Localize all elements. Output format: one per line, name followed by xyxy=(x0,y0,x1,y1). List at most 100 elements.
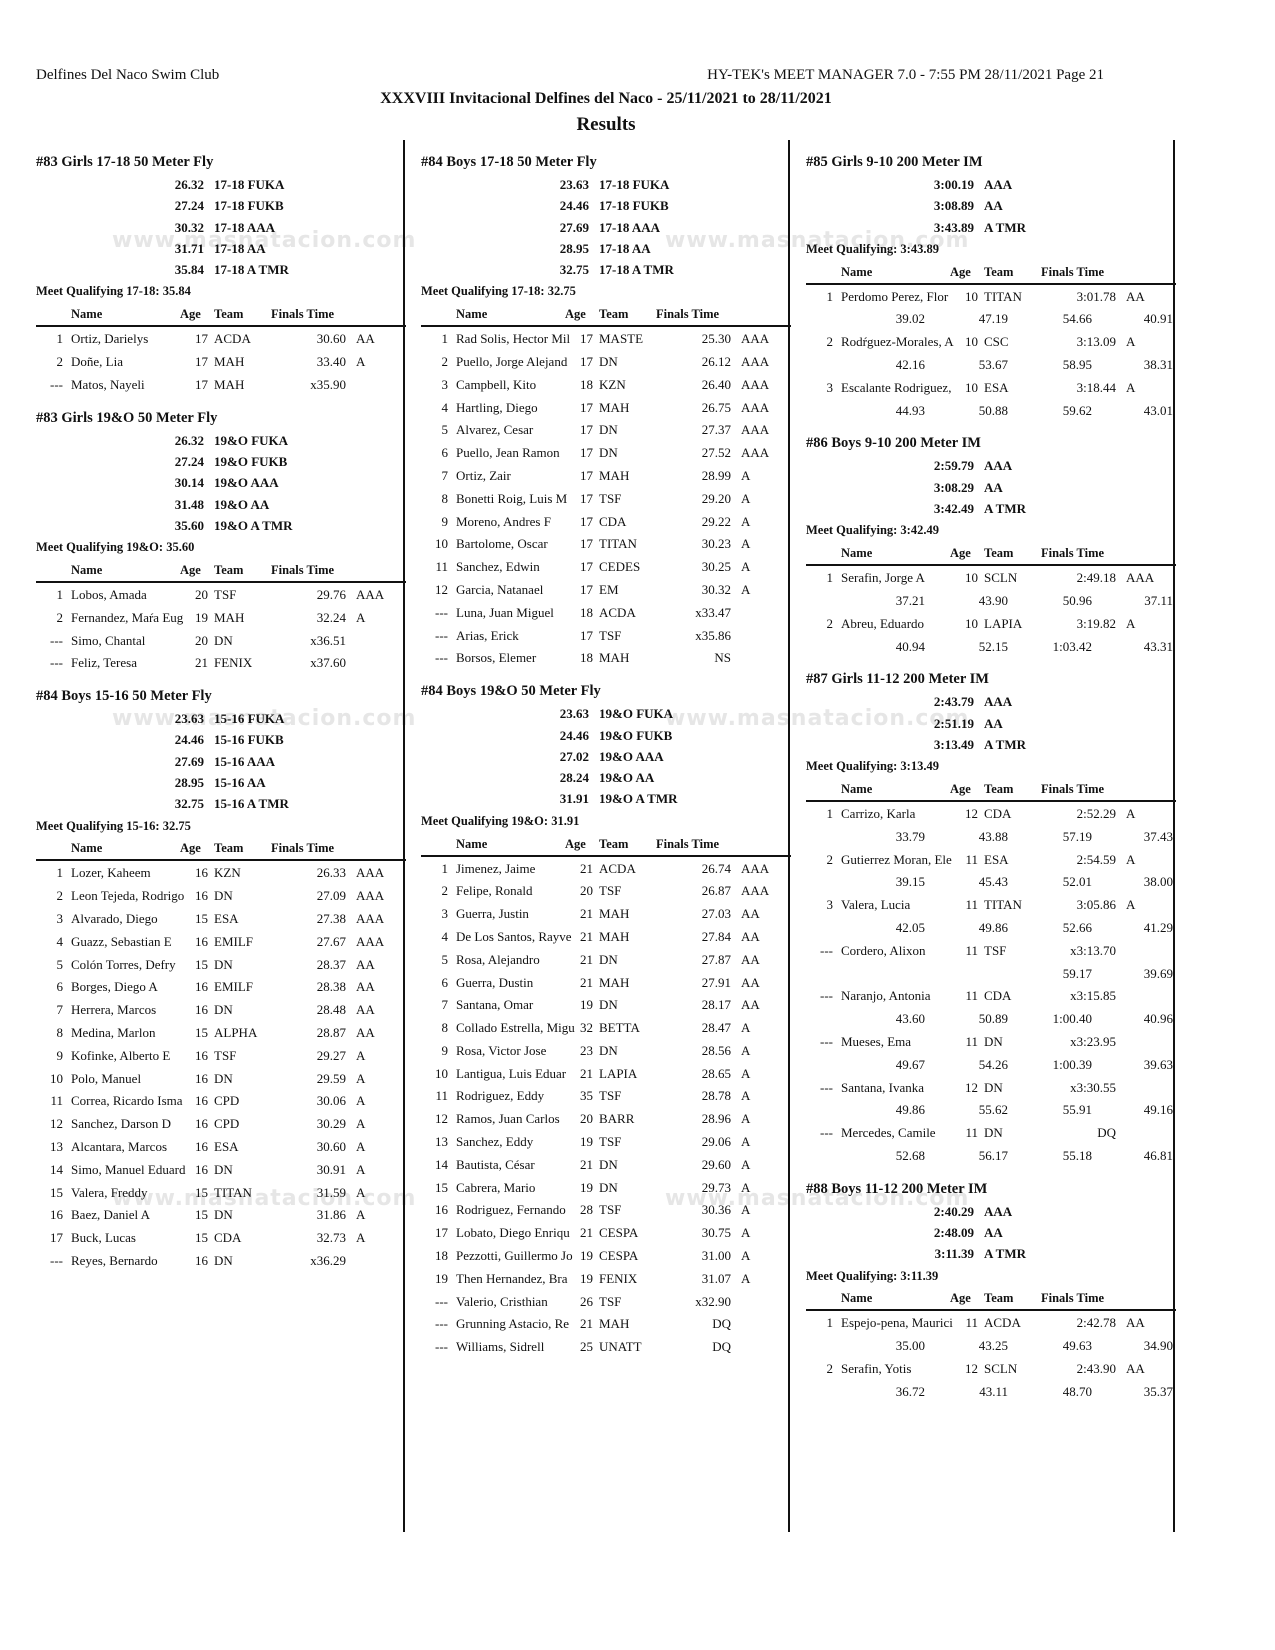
time-standard-achieved: AAA xyxy=(356,865,385,881)
header-team: Team xyxy=(599,307,629,322)
team: TITAN xyxy=(214,1184,252,1200)
swimmer-name: Ortiz, Darielys xyxy=(71,331,149,347)
time-standard-achieved: A xyxy=(1126,615,1136,631)
split-time: 35.37 xyxy=(1143,1383,1173,1399)
time-standard: 26.32 17-18 FUKA xyxy=(36,174,406,195)
split-times: 40.94 52.15 1:03.42 43.31 xyxy=(806,636,1176,659)
swimmer-name: Arias, Erick xyxy=(456,627,519,643)
time-standard-achieved: A xyxy=(356,1047,366,1063)
result-row: --- Borsos, Elemer 18 MAH NS xyxy=(421,647,791,670)
age: 21 xyxy=(580,860,593,876)
time-standard: 28.24 19&O AA xyxy=(421,767,791,788)
age: 21 xyxy=(580,1225,593,1241)
age: 16 xyxy=(195,979,208,995)
place: 9 xyxy=(441,1042,449,1058)
result-row: 7 Ortiz, Zair 17 MAH 28.99 A xyxy=(421,465,791,488)
result-row: 5 Alvarez, Cesar 17 DN 27.37 AAA xyxy=(421,419,791,442)
standard-time: 26.32 xyxy=(174,177,204,192)
place: 19 xyxy=(435,1270,448,1286)
swimmer-name: Grunning Astacio, Re xyxy=(456,1316,570,1332)
place: --- xyxy=(820,988,833,1004)
result-row: 17 Buck, Lucas 15 CDA 32.73 A xyxy=(36,1227,406,1250)
result-row: 15 Cabrera, Mario 19 DN 29.73 A xyxy=(421,1177,791,1200)
standard-time: 23.63 xyxy=(174,711,204,727)
results-header: Name Age Team Finals Time xyxy=(421,833,791,857)
standard-label: 17-18 AA xyxy=(599,240,651,256)
header-finals-time: Finals Time xyxy=(271,841,335,856)
results-header: Name Age Team Finals Time xyxy=(806,778,1176,803)
standard-label: 19&O FUKB xyxy=(214,453,288,469)
age: 16 xyxy=(195,888,208,904)
swimmer-name: Rodriguez, Fernando xyxy=(456,1202,566,1218)
team: DN xyxy=(599,1156,618,1172)
team: LAPIA xyxy=(599,1065,638,1081)
place: 5 xyxy=(441,951,449,967)
team: MASTE xyxy=(599,331,644,347)
standard-time: 3:43.89 xyxy=(933,219,974,235)
age: 10 xyxy=(965,379,978,395)
age: 21 xyxy=(580,951,593,967)
result-row: 1 Espejo-pena, Maurici 11 ACDA 2:42.78 AA xyxy=(806,1312,1176,1335)
place: --- xyxy=(435,604,448,620)
event-title: #84 Boys 15-16 50 Meter Fly xyxy=(36,688,212,705)
standard-time: 3:11.39 xyxy=(934,1246,974,1262)
team: TSF xyxy=(984,942,1007,958)
team: DN xyxy=(599,1179,618,1195)
age: 17 xyxy=(580,399,593,415)
time-standard-achieved: AAA xyxy=(741,883,770,899)
age: 17 xyxy=(580,468,593,484)
result-row: 11 Correa, Ricardo Isma 16 CPD 30.06 A xyxy=(36,1090,406,1113)
time-standard-achieved: A xyxy=(356,354,366,370)
team: ACDA xyxy=(599,860,636,876)
standard-label: 17-18 FUKA xyxy=(599,177,670,192)
meet-qualifying: Meet Qualifying 17-18: 35.84 xyxy=(36,284,191,299)
header-name: Name xyxy=(841,546,873,561)
time-standard-achieved: AAA xyxy=(741,422,770,438)
team: KZN xyxy=(599,376,626,392)
header-name: Name xyxy=(71,562,103,577)
age: 15 xyxy=(195,1025,208,1040)
swimmer-name: Lobato, Diego Enriqu xyxy=(456,1225,570,1241)
finals-time: 31.07 xyxy=(701,1270,731,1286)
finals-time: 2:43.90 xyxy=(1076,1361,1116,1377)
swimmer-name: Puello, Jorge Alejand xyxy=(456,354,568,370)
age: 16 xyxy=(195,1252,208,1268)
age: 12 xyxy=(965,1079,978,1095)
header-team: Team xyxy=(984,782,1014,797)
time-standard-achieved: AAA xyxy=(741,331,770,347)
age: 19 xyxy=(580,1134,593,1150)
swimmer-name: Rodŕguez-Morales, A xyxy=(841,334,954,350)
split-time: 37.43 xyxy=(1143,828,1173,844)
swimmer-name: Jimenez, Jaime xyxy=(456,860,536,876)
age: 17 xyxy=(580,445,593,461)
place: 11 xyxy=(50,1093,63,1109)
standard-time: 24.46 xyxy=(559,198,589,214)
place: 3 xyxy=(441,906,449,922)
standard-label: 15-16 AA xyxy=(214,775,266,791)
result-row: 10 Polo, Manuel 16 DN 29.59 A xyxy=(36,1068,406,1091)
standard-time: 23.63 xyxy=(559,706,589,722)
time-standard-achieved: A xyxy=(741,1111,751,1127)
team: ESA xyxy=(984,379,1009,395)
standard-time: 28.95 xyxy=(174,775,204,791)
swimmer-name: Fernandez, Maŕa Eug xyxy=(71,609,184,625)
team: UNATT xyxy=(599,1339,642,1355)
team: DN xyxy=(984,1079,1003,1095)
place: 18 xyxy=(435,1248,448,1264)
results-header: Name Age Team Finals Time xyxy=(36,837,406,862)
place: 10 xyxy=(50,1070,63,1086)
place: 7 xyxy=(441,468,449,484)
finals-time: 29.22 xyxy=(701,513,731,529)
result-row: --- Luna, Juan Miguel 18 ACDA x33.47 xyxy=(421,602,791,625)
age: 16 xyxy=(195,1161,208,1177)
watermark: www.masnatacion.com xyxy=(112,228,417,253)
finals-time: 30.60 xyxy=(316,331,346,347)
age: 17 xyxy=(580,331,593,347)
place: 1 xyxy=(56,331,64,347)
standard-label: 19&O FUKA xyxy=(214,432,289,448)
time-standard: 2:48.09 AA xyxy=(806,1222,1176,1243)
meet-qualifying: Meet Qualifying 19&O: 35.60 xyxy=(36,540,195,555)
place: --- xyxy=(50,376,63,392)
age: 32 xyxy=(580,1020,593,1036)
swimmer-name: Ramos, Juan Carlos xyxy=(456,1111,560,1127)
